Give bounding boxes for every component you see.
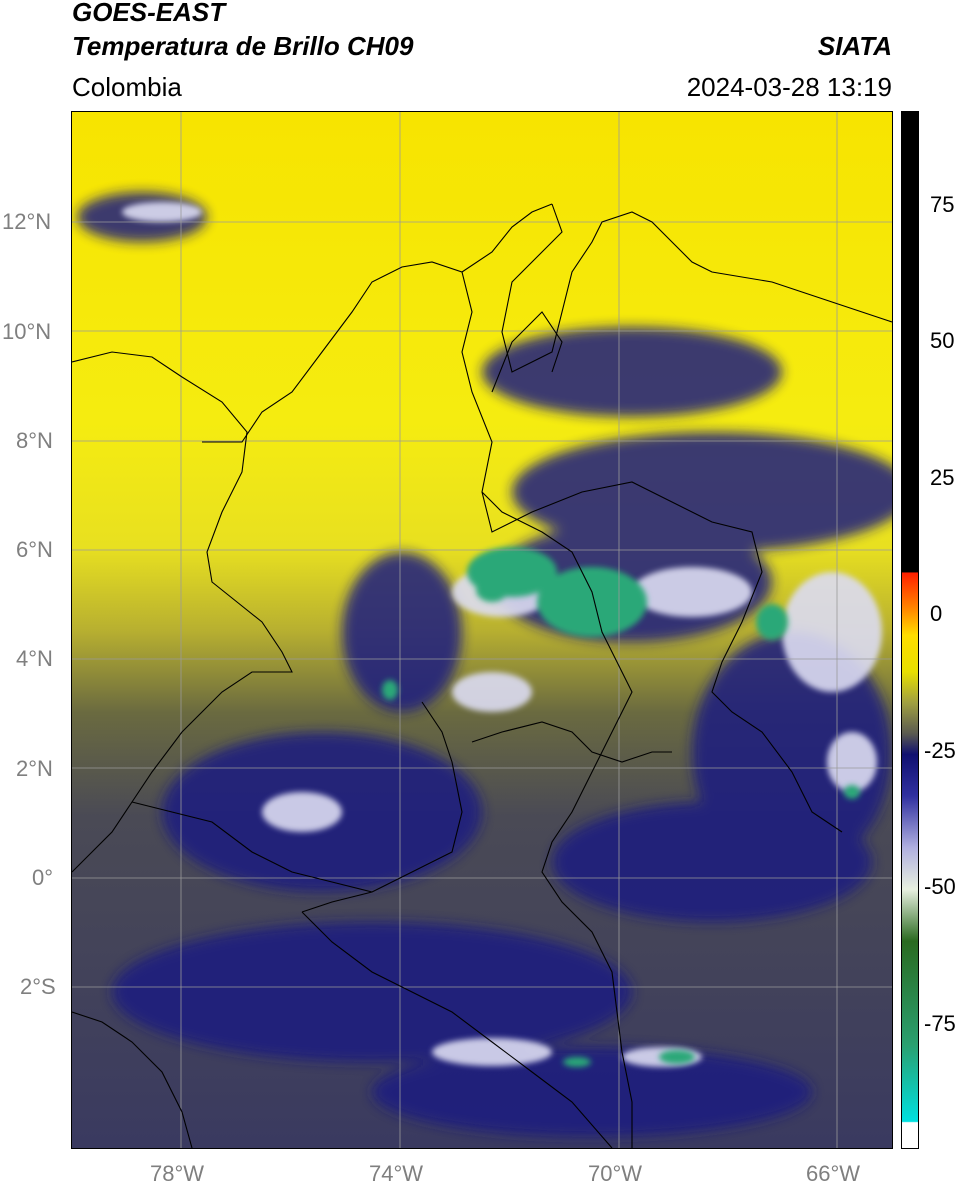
satellite-map <box>71 111 893 1149</box>
lon-label: 78°W <box>150 1161 205 1186</box>
agency-label: SIATA <box>817 31 892 61</box>
lat-label: 12°N <box>2 209 52 234</box>
colorbar <box>901 111 919 1149</box>
map-canvas <box>72 112 892 1148</box>
lat-label: 6°N <box>16 537 53 562</box>
colorbar-tick-label: 25 <box>930 465 955 490</box>
colorbar-tick-label: -50 <box>924 874 956 899</box>
colorbar-tick-label: -75 <box>924 1011 956 1036</box>
lat-label: 0° <box>32 865 54 890</box>
region-label: Colombia <box>72 72 182 102</box>
lon-label: 70°W <box>588 1161 643 1186</box>
title-satellite: GOES-EAST <box>72 0 226 27</box>
title-product: Temperatura de Brillo CH09 <box>72 31 414 61</box>
lat-label: 2°N <box>16 756 53 781</box>
colorbar-tick-label: 75 <box>930 192 955 217</box>
cloud-cold-blue <box>77 192 892 1137</box>
lat-label: 10°N <box>2 319 52 344</box>
lon-label: 66°W <box>806 1161 861 1186</box>
gridlines <box>72 112 892 1148</box>
lat-label: 8°N <box>16 428 53 453</box>
datetime-label: 2024-03-28 13:19 <box>686 72 892 102</box>
colorbar-tick-label: 50 <box>930 328 955 353</box>
colorbar-tick-label: -25 <box>924 738 956 763</box>
cloud-coldest-green <box>382 547 860 1067</box>
lon-label: 74°W <box>369 1161 424 1186</box>
lat-label: 2°S <box>20 974 56 999</box>
colorbar-tick-label: 0 <box>930 601 943 626</box>
country-borders <box>72 203 892 1148</box>
lat-label: 4°N <box>16 646 53 671</box>
